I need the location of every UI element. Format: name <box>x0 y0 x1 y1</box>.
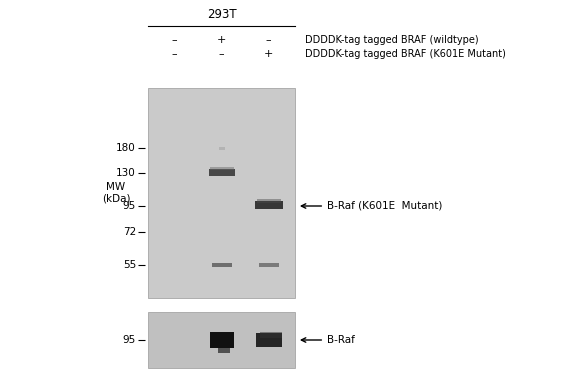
Bar <box>210 332 233 348</box>
Text: DDDDK-tag tagged BRAF (K601E Mutant): DDDDK-tag tagged BRAF (K601E Mutant) <box>305 49 506 59</box>
Text: B-Raf (K601E  Mutant): B-Raf (K601E Mutant) <box>301 201 442 211</box>
Text: 130: 130 <box>116 168 136 178</box>
Text: 72: 72 <box>123 227 136 237</box>
Bar <box>257 199 281 203</box>
Bar <box>148 312 295 368</box>
Text: –: – <box>172 35 178 45</box>
Bar <box>218 347 229 353</box>
Text: +: + <box>217 35 226 45</box>
Text: –: – <box>266 35 271 45</box>
Bar <box>218 147 225 150</box>
Text: DDDDK-tag tagged BRAF (wildtype): DDDDK-tag tagged BRAF (wildtype) <box>305 35 478 45</box>
Bar <box>254 201 282 209</box>
Text: 55: 55 <box>123 260 136 270</box>
Text: –: – <box>172 49 178 59</box>
Bar <box>258 263 279 267</box>
Bar <box>210 166 233 169</box>
Text: MW
(kDa): MW (kDa) <box>102 182 130 204</box>
Bar <box>148 88 295 298</box>
Text: 293T: 293T <box>207 8 236 22</box>
Bar <box>211 263 232 267</box>
Text: 95: 95 <box>123 335 136 345</box>
Bar <box>255 333 282 347</box>
Text: 180: 180 <box>116 143 136 153</box>
Text: B-Raf: B-Raf <box>301 335 355 345</box>
Bar <box>208 169 235 175</box>
Text: 95: 95 <box>123 201 136 211</box>
Text: +: + <box>264 49 273 59</box>
Text: –: – <box>219 49 224 59</box>
Bar <box>260 332 282 338</box>
